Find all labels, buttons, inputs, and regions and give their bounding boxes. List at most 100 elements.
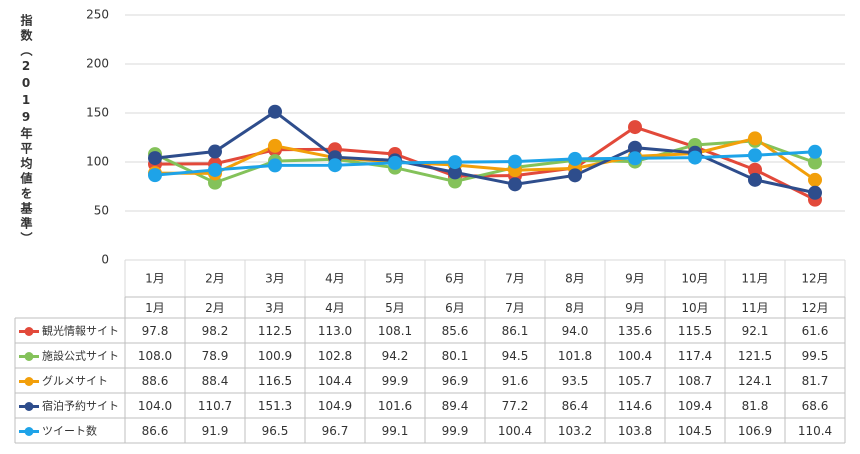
table-cell: 85.6 — [442, 324, 469, 338]
table-cell: 103.2 — [558, 424, 592, 438]
table-cell: 104.0 — [138, 399, 172, 413]
table-cell: 103.8 — [618, 424, 652, 438]
table-cell: 100.9 — [258, 349, 292, 363]
table-header: 8月 — [565, 301, 585, 315]
data-point — [628, 151, 642, 166]
legend-label: 施設公式サイト — [42, 349, 119, 363]
table-cell: 108.0 — [138, 349, 172, 363]
legend-marker — [24, 352, 34, 361]
table-cell: 91.9 — [202, 424, 229, 438]
x-tick-label: 7月 — [505, 272, 525, 286]
x-tick-label: 12月 — [801, 272, 828, 286]
series-line — [154, 109, 816, 195]
data-point — [148, 151, 162, 166]
table-cell: 97.8 — [142, 324, 169, 338]
legend-marker — [24, 377, 34, 386]
table-cell: 109.4 — [678, 399, 712, 413]
table-cell: 101.8 — [558, 349, 592, 363]
data-point — [688, 150, 702, 165]
data-point — [268, 104, 282, 119]
table-cell: 151.3 — [258, 399, 292, 413]
data-point — [508, 177, 522, 192]
table-cell: 81.7 — [802, 374, 829, 388]
table-cell: 102.8 — [318, 349, 352, 363]
legend-label: 宿泊予約サイト — [42, 399, 119, 413]
legend-marker — [24, 427, 34, 436]
data-point — [328, 158, 342, 173]
table-cell: 99.9 — [382, 374, 409, 388]
table-cell: 101.6 — [378, 399, 412, 413]
table-cell: 88.4 — [202, 374, 229, 388]
table-cell: 96.7 — [322, 424, 349, 438]
x-tick-label: 11月 — [741, 272, 768, 286]
data-point — [808, 144, 822, 159]
table-cell: 114.6 — [618, 399, 652, 413]
table-cell: 99.5 — [802, 349, 829, 363]
y-tick-label: 250 — [86, 8, 109, 22]
data-point — [268, 158, 282, 173]
legend-label: グルメサイト — [42, 374, 108, 388]
table-header: 3月 — [265, 301, 285, 315]
table-cell: 61.6 — [802, 324, 829, 338]
data-point — [748, 131, 762, 146]
table-cell: 106.9 — [738, 424, 772, 438]
table-cell: 77.2 — [502, 399, 529, 413]
data-point — [568, 168, 582, 183]
table-cell: 86.4 — [562, 399, 589, 413]
data-point — [628, 140, 642, 155]
series-line — [154, 136, 816, 182]
table-cell: 110.7 — [198, 399, 232, 413]
table-cell: 112.5 — [258, 324, 292, 338]
data-point — [808, 172, 822, 187]
table-cell: 99.9 — [442, 424, 469, 438]
table-cell: 98.2 — [202, 324, 229, 338]
table-cell: 104.9 — [318, 399, 352, 413]
table-cell: 93.5 — [562, 374, 589, 388]
table-cell: 104.5 — [678, 424, 712, 438]
table-header: 2月 — [205, 301, 225, 315]
x-tick-label: 6月 — [445, 272, 465, 286]
table-cell: 96.5 — [262, 424, 289, 438]
table-header: 1月 — [145, 301, 165, 315]
table-cell: 135.6 — [618, 324, 652, 338]
table-cell: 117.4 — [678, 349, 712, 363]
table-cell: 68.6 — [802, 399, 829, 413]
legend-marker — [24, 327, 34, 336]
table-cell: 94.5 — [502, 349, 529, 363]
table-header: 7月 — [505, 301, 525, 315]
data-point — [208, 144, 222, 159]
data-point — [448, 165, 462, 180]
table-cell: 108.1 — [378, 324, 412, 338]
table-header: 9月 — [625, 301, 645, 315]
table-cell: 99.1 — [382, 424, 409, 438]
data-point — [748, 172, 762, 187]
table-cell: 115.5 — [678, 324, 712, 338]
y-tick-label: 200 — [86, 57, 109, 71]
table-cell: 94.0 — [562, 324, 589, 338]
y-tick-label: 100 — [86, 155, 109, 169]
data-point — [628, 120, 642, 135]
table-cell: 100.4 — [618, 349, 652, 363]
table-cell: 96.9 — [442, 374, 469, 388]
data-point — [388, 155, 402, 170]
table-cell: 100.4 — [498, 424, 532, 438]
table-cell: 105.7 — [618, 374, 652, 388]
data-point — [808, 185, 822, 200]
table-cell: 89.4 — [442, 399, 469, 413]
data-point — [148, 168, 162, 183]
table-cell: 110.4 — [798, 424, 832, 438]
table-header: 11月 — [741, 301, 768, 315]
data-point — [208, 162, 222, 177]
table-cell: 121.5 — [738, 349, 772, 363]
table-cell: 78.9 — [202, 349, 229, 363]
data-point — [748, 148, 762, 163]
series-line — [154, 150, 816, 177]
y-tick-label: 150 — [86, 106, 109, 120]
y-axis-label: 指数（2019年平均値を基準） — [19, 14, 33, 247]
y-tick-label: 50 — [94, 204, 109, 218]
table-cell: 88.6 — [142, 374, 169, 388]
data-point — [268, 138, 282, 153]
data-point — [808, 155, 822, 170]
